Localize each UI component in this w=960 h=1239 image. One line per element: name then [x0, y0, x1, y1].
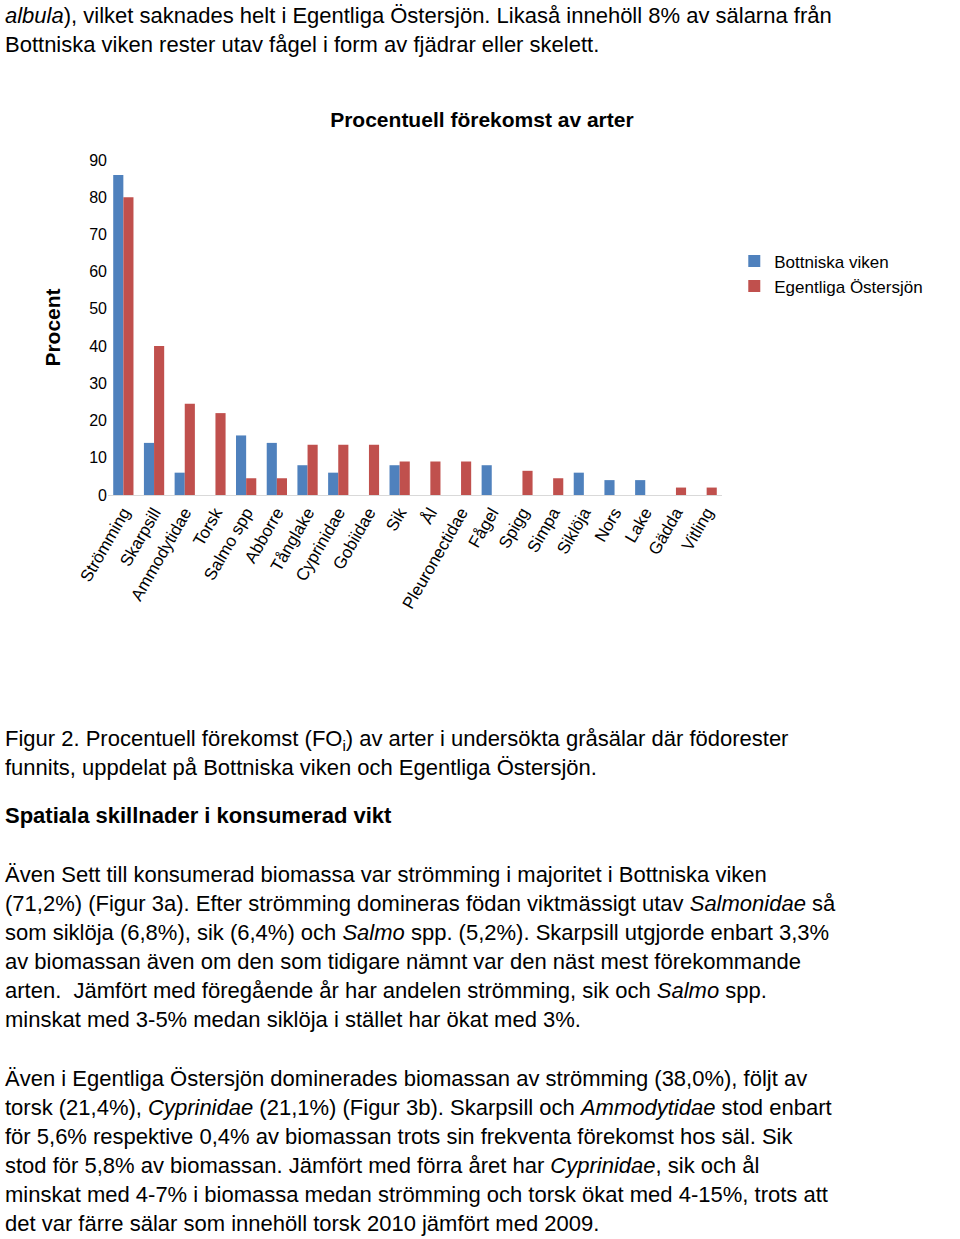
- html-text:albula), vilket saknades helt: albula), vilket saknades helt i Egentlig…: [5, 3, 832, 28]
- svg-text:Vitling: Vitling: [678, 505, 717, 554]
- svg-text:Bottniska viken: Bottniska viken: [774, 253, 888, 272]
- svg-text:Salmo spp: Salmo spp: [200, 505, 257, 584]
- svg-text:Pleuronectidae: Pleuronectidae: [399, 505, 472, 613]
- html-text:av biomassan även om den som t: av biomassan även om den som tidigare nä…: [5, 949, 802, 974]
- html-text:Även i Egentliga Östersjön dom: Även i Egentliga Östersjön dominerades b…: [5, 1066, 808, 1091]
- html-text:funnits, uppdelat på Bottniska: funnits, uppdelat på Bottniska viken och…: [5, 755, 597, 780]
- html-text:Bottniska viken rester utav få: Bottniska viken rester utav fågel i form…: [5, 32, 600, 57]
- svg-text:40: 40: [89, 338, 107, 355]
- svg-text:Spigg: Spigg: [495, 505, 533, 552]
- svg-text:80: 80: [89, 189, 107, 206]
- svg-text:Sik: Sik: [382, 504, 411, 534]
- svg-text:Ammodytidae: Ammodytidae: [127, 505, 195, 605]
- html-text:för 5,6% respektive 0,4% av bi: för 5,6% respektive 0,4% av biomassan tr…: [5, 1124, 793, 1149]
- svg-text:Abborre: Abborre: [241, 505, 288, 567]
- svg-text:30: 30: [89, 375, 107, 392]
- svg-text:Nors: Nors: [591, 505, 625, 546]
- svg-text:Strömming: Strömming: [77, 505, 135, 586]
- svg-text:Tånglake: Tånglake: [267, 505, 318, 575]
- svg-text:Torsk: Torsk: [190, 504, 227, 549]
- svg-text:Procent: Procent: [41, 288, 64, 366]
- svg-text:Simpa: Simpa: [523, 504, 564, 556]
- svg-text:Ål: Ål: [417, 505, 441, 528]
- html-text:det var färre sälar som innehö: det var färre sälar som innehöll torsk 2…: [5, 1211, 600, 1236]
- svg-text:Gädda: Gädda: [645, 504, 687, 558]
- html-text:Även Sett till konsumerad biom: Även Sett till konsumerad biomassa var s…: [5, 862, 767, 887]
- html-text:som siklöja (6,8%), sik (6,4%): som siklöja (6,8%), sik (6,4%) och Salmo…: [5, 920, 830, 945]
- svg-text:20: 20: [89, 412, 107, 429]
- svg-text:Cyprinidae: Cyprinidae: [292, 505, 349, 585]
- html-text:torsk (21,4%), Cyprinidae (21,: torsk (21,4%), Cyprinidae (21,1%) (Figur…: [5, 1095, 832, 1120]
- html-text:minskat med 3-5% medan siklöja: minskat med 3-5% medan siklöja i stället…: [5, 1007, 581, 1032]
- svg-text:0: 0: [98, 487, 107, 504]
- svg-text:70: 70: [89, 226, 107, 243]
- svg-text:90: 90: [89, 152, 107, 169]
- svg-text:Lake: Lake: [621, 505, 656, 546]
- html-text:minskat med 4-7% i biomassa me: minskat med 4-7% i biomassa medan strömm…: [5, 1182, 828, 1207]
- svg-text:Procentuell förekomst av arter: Procentuell förekomst av arter: [330, 108, 633, 131]
- html-text:Figur 2. Procentuell förekomst: Figur 2. Procentuell förekomst (FOi) av …: [5, 726, 789, 755]
- svg-text:Gobiidae: Gobiidae: [329, 505, 379, 573]
- html-text:(71,2%) (Figur 3a). Efter strö: (71,2%) (Figur 3a). Efter strömming domi…: [5, 891, 836, 916]
- html-text:arten. Jämfört med föregående: arten. Jämfört med föregående år har and…: [5, 978, 767, 1003]
- svg-text:Siklöja: Siklöja: [553, 504, 595, 557]
- svg-text:Skarpsill: Skarpsill: [116, 505, 165, 570]
- svg-text:60: 60: [89, 263, 107, 280]
- svg-text:Egentliga Östersjön: Egentliga Östersjön: [774, 278, 922, 297]
- svg-text:10: 10: [89, 449, 107, 466]
- html-text:stod för 5,8% av biomassan. Jä: stod för 5,8% av biomassan. Jämfört med …: [5, 1153, 760, 1178]
- svg-text:50: 50: [89, 300, 107, 317]
- html-text:Spatiala skillnader i konsumer: Spatiala skillnader i konsumerad vikt: [5, 803, 392, 828]
- svg-text:Fågel: Fågel: [465, 505, 503, 551]
